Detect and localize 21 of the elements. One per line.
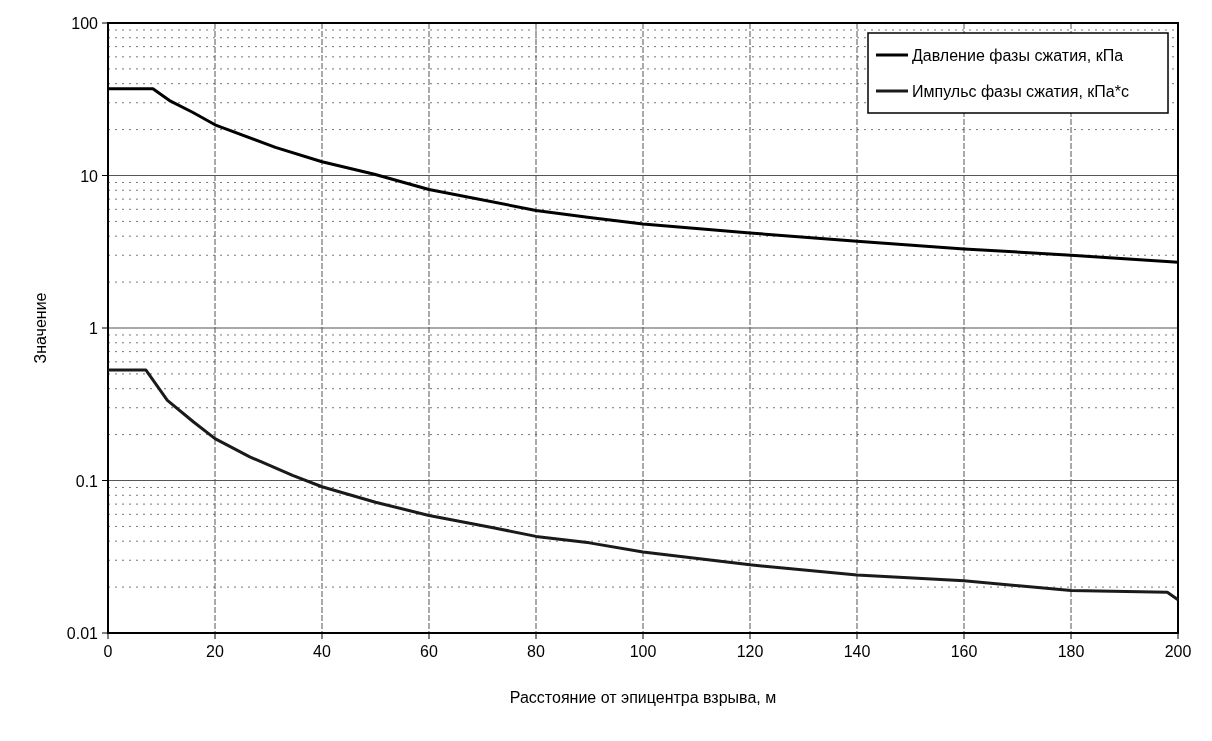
y-tick-label: 0.01 [66, 625, 99, 642]
y-tick-label: 0.1 [75, 472, 99, 490]
x-tick-label: 40 [313, 643, 331, 660]
y-tick-label: 1 [89, 320, 99, 337]
x-tick-label: 20 [206, 643, 224, 660]
y-tick-label: 100 [71, 15, 99, 32]
x-tick-label: 60 [420, 643, 438, 660]
x-tick-label: 120 [736, 643, 764, 660]
legend-label: Давление фазы сжатия, кПа [912, 47, 1124, 64]
line-series [106, 368, 1180, 602]
legend-label: Импульс фазы сжатия, кПа*с [912, 83, 1129, 100]
y-axis-title: Значение [32, 292, 49, 364]
x-tick-label: 180 [1057, 643, 1085, 660]
x-axis-title: Расстояние от эпицентра взрыва, м [509, 689, 777, 706]
x-tick-label: 100 [629, 643, 657, 660]
x-tick-label: 80 [527, 643, 545, 660]
y-tick-label: 10 [80, 167, 99, 185]
x-tick-label: 140 [843, 643, 871, 660]
x-tick-label: 0 [103, 643, 113, 660]
x-tick-label: 160 [950, 643, 978, 660]
x-tick-label: 200 [1164, 643, 1192, 660]
